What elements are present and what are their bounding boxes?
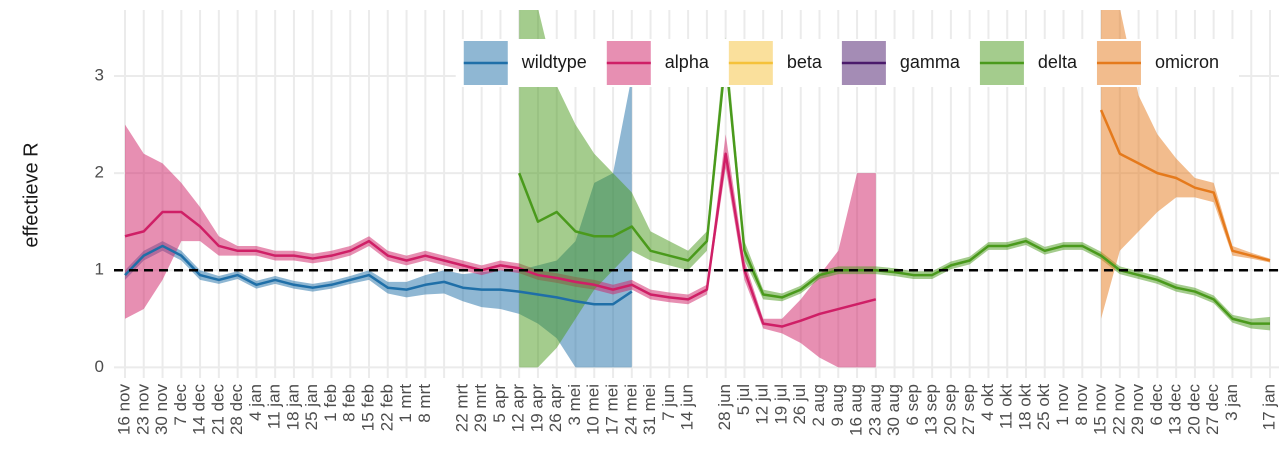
x-tick-label: 3 jan: [1222, 384, 1241, 421]
x-tick-label: 15 feb: [359, 384, 378, 431]
x-tick-label: 8 mrt: [415, 384, 434, 423]
x-tick-label: 16 nov: [114, 384, 133, 436]
x-tick-label: 30 nov: [152, 384, 171, 436]
x-tick-label: 7 dec: [171, 384, 190, 426]
legend-label: delta: [1038, 52, 1078, 72]
series-line: [518, 55, 1270, 325]
x-tick-label: 8 feb: [340, 384, 359, 422]
x-tick-label: 14 jun: [678, 384, 697, 430]
x-tick-label: 12 apr: [509, 384, 528, 433]
x-tick-label: 28 jun: [715, 384, 734, 430]
x-tick-label: 12 jul: [753, 384, 772, 425]
x-tick-label: 15 nov: [1091, 384, 1110, 436]
x-tick-label: 11 okt: [997, 384, 1016, 429]
x-tick-label: 17 mei: [603, 384, 622, 435]
x-tick-label: 25 jan: [302, 384, 321, 430]
x-tick-label: 19 apr: [527, 384, 546, 433]
y-tick-label: 2: [95, 163, 104, 182]
x-tick-label: 5 apr: [490, 384, 509, 423]
x-tick-label: 22 feb: [377, 384, 396, 431]
y-tick-label: 3: [95, 66, 104, 85]
x-tick-label: 23 aug: [865, 384, 884, 436]
x-tick-label: 23 nov: [133, 384, 152, 436]
x-tick-label: 4 okt: [978, 384, 997, 421]
x-tick-label: 18 jan: [283, 384, 302, 430]
x-tick-label: 5 jul: [734, 384, 753, 415]
legend-item: alpha: [606, 41, 710, 85]
x-tick-label: 1 feb: [321, 384, 340, 422]
y-tick-label: 0: [95, 357, 104, 376]
x-tick-label: 30 aug: [884, 384, 903, 436]
legend: wildtype alpha beta gamma delta omicron: [455, 39, 1239, 87]
x-tick-label: 13 dec: [1166, 384, 1185, 436]
x-tick-label: 4 jan: [246, 384, 265, 421]
x-tick-label: 10 mei: [584, 384, 603, 435]
x-tick-label: 24 mei: [621, 384, 640, 435]
x-tick-label: 25 okt: [1034, 384, 1053, 431]
legend-item: wildtype: [463, 41, 587, 85]
x-tick-label: 8 nov: [1072, 384, 1091, 426]
legend-label: wildtype: [521, 52, 587, 72]
x-tick-label: 13 sep: [922, 384, 941, 435]
plot-area: [114, 10, 1279, 368]
x-tick-label: 6 sep: [903, 384, 922, 426]
x-tick-label: 20 sep: [940, 384, 959, 435]
x-tick-label: 22 nov: [1109, 384, 1128, 436]
x-tick-label: 28 dec: [227, 384, 246, 436]
legend-label: omicron: [1155, 52, 1219, 72]
x-tick-label: 20 dec: [1184, 384, 1203, 436]
x-tick-label: 16 aug: [847, 384, 866, 436]
series-line: [124, 152, 877, 328]
x-tick-label: 29 mrt: [471, 384, 490, 432]
y-tick-label: 1: [95, 260, 104, 279]
legend-label: alpha: [665, 52, 710, 72]
legend-item: delta: [979, 41, 1078, 85]
x-tick-label: 26 jul: [790, 384, 809, 425]
x-tick-label: 7 jun: [659, 384, 678, 421]
x-tick-label: 29 nov: [1128, 384, 1147, 436]
x-tick-label: 17 jan: [1259, 384, 1278, 430]
confidence-band: [125, 76, 632, 368]
confidence-band: [125, 124, 876, 368]
x-tick-label: 1 mrt: [396, 384, 415, 423]
legend-item: beta: [728, 41, 823, 85]
legend-label: gamma: [900, 52, 961, 72]
legend-label: beta: [787, 52, 823, 72]
x-tick-label: 21 dec: [208, 384, 227, 436]
series-line: [124, 244, 633, 306]
x-tick-label: 14 dec: [190, 384, 209, 436]
x-tick-label: 3 mei: [565, 384, 584, 426]
y-axis-label: effectieve R: [20, 142, 42, 247]
x-tick-label: 26 apr: [546, 384, 565, 433]
x-tick-label: 11 jan: [265, 384, 284, 429]
legend-item: omicron: [1096, 41, 1219, 85]
x-tick-label: 22 mrt: [452, 384, 471, 432]
x-tick-label: 6 dec: [1147, 384, 1166, 426]
legend-item: gamma: [841, 41, 961, 85]
x-tick-label: 2 aug: [809, 384, 828, 427]
series-line: [1099, 109, 1271, 262]
x-tick-label: 1 nov: [1053, 384, 1072, 426]
x-tick-label: 27 dec: [1203, 384, 1222, 436]
confidence-band: [1101, 10, 1270, 319]
x-tick-label: 19 jul: [771, 384, 790, 425]
x-tick-label: 18 okt: [1015, 384, 1034, 431]
x-tick-label: 27 sep: [959, 384, 978, 435]
axes: 16 nov 23 nov 30 nov 7 dec 14 dec 21 dec 28 de…: [95, 66, 1279, 436]
x-tick-label: 9 aug: [828, 384, 847, 427]
x-tick-label: 31 mei: [640, 384, 659, 435]
